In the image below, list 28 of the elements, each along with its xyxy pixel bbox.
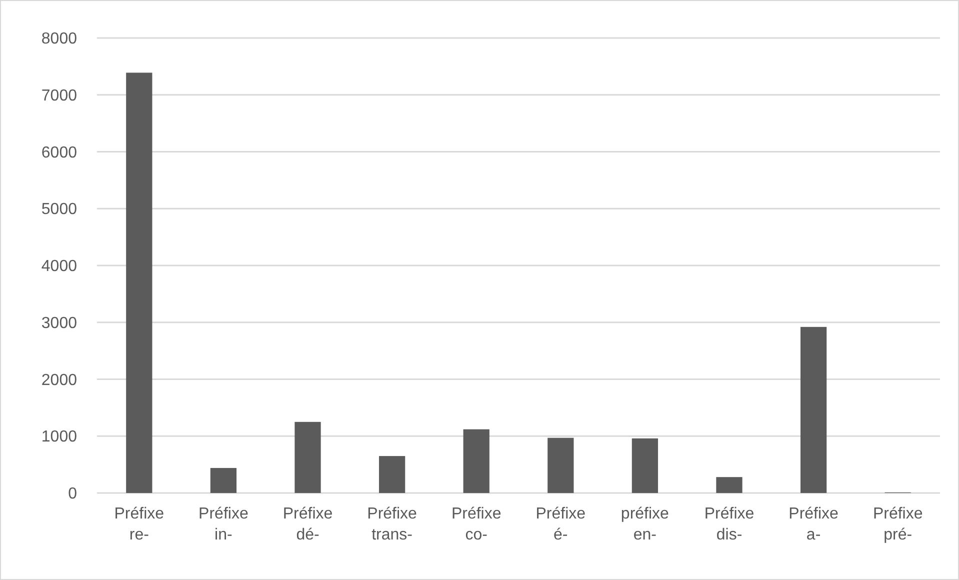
x-tick-label: Préfixe é- [536,506,586,544]
bar [632,438,658,493]
bar [548,438,574,493]
x-tick-label: Préfixe pré- [872,506,923,544]
y-tick-label: 7000 [41,87,78,104]
y-tick-label: 8000 [41,30,78,48]
bar [800,326,827,493]
x-tick-label: préfixe en- [620,506,670,544]
bar [378,456,406,493]
bar [294,422,321,493]
x-tick-label: Préfixe a- [788,506,839,544]
x-tick-label: Préfixe dé- [282,506,333,544]
x-tick-label: Préfixe re- [114,506,164,544]
y-tick-label: 5000 [41,201,78,218]
y-tick-label: 0 [68,486,78,503]
bar [716,477,742,493]
x-tick-label: Préfixe dis- [704,506,754,544]
y-tick-label: 4000 [41,258,78,276]
y-tick-label: 1000 [41,428,78,446]
y-tick-label: 3000 [41,314,78,332]
y-tick-label: 6000 [41,144,78,162]
x-tick-label: Préfixe in- [198,506,248,544]
y-tick-label: 2000 [41,372,78,389]
x-tick-label: Préfixe trans- [367,506,418,544]
bar [463,429,490,493]
x-tick-label: Préfixe co- [451,506,502,544]
bar [126,72,152,493]
bar [210,468,237,493]
